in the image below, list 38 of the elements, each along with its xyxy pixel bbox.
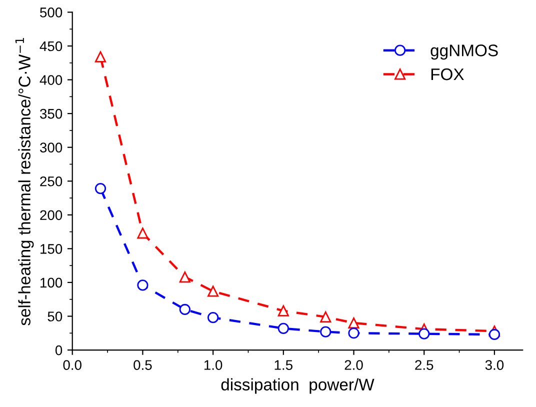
x-tick-label: 3.0 (485, 360, 504, 370)
point (94, 51, 106, 62)
point (179, 271, 190, 283)
x-tick-label: 2.0 (344, 360, 363, 370)
x-axis-title: dissipation power/W (221, 378, 374, 394)
point (137, 228, 148, 239)
point (278, 305, 289, 316)
y-axis-title: self-heating thermal resistance/°C·W$^{−1}$ (15, 38, 34, 326)
point (137, 280, 148, 291)
legend-label: FOX (431, 68, 464, 80)
y-tick-label: 400 (40, 75, 62, 85)
point (278, 322, 289, 334)
y-tick-label: 150 (40, 244, 62, 254)
x-tick-label: 0.0 (63, 360, 82, 370)
y-tick-label: 0 (55, 345, 62, 356)
y-tick-label: 350 (40, 108, 62, 119)
point (208, 286, 219, 297)
point (348, 317, 360, 329)
point (94, 182, 106, 194)
y-tick-label: 500 (40, 8, 62, 18)
point (418, 328, 430, 340)
legend-label: ggNMOS (430, 44, 498, 60)
x-tick-label: 2.5 (415, 360, 434, 370)
x-tick-label: 1.0 (204, 360, 222, 370)
point (320, 311, 332, 322)
point (320, 326, 332, 338)
y-tick-label: 200 (40, 210, 62, 220)
x-tick-label: 0.5 (134, 360, 152, 370)
x-tick-label: 1.5 (274, 360, 292, 370)
point (348, 328, 360, 339)
y-tick-label: 50 (48, 312, 62, 322)
point (179, 304, 190, 316)
y-tick-label: 450 (40, 41, 62, 52)
y-tick-label: 300 (40, 142, 62, 153)
point (488, 328, 500, 340)
y-tick-label: 250 (40, 176, 62, 186)
point (208, 312, 219, 324)
y-tick-label: 100 (40, 278, 62, 288)
